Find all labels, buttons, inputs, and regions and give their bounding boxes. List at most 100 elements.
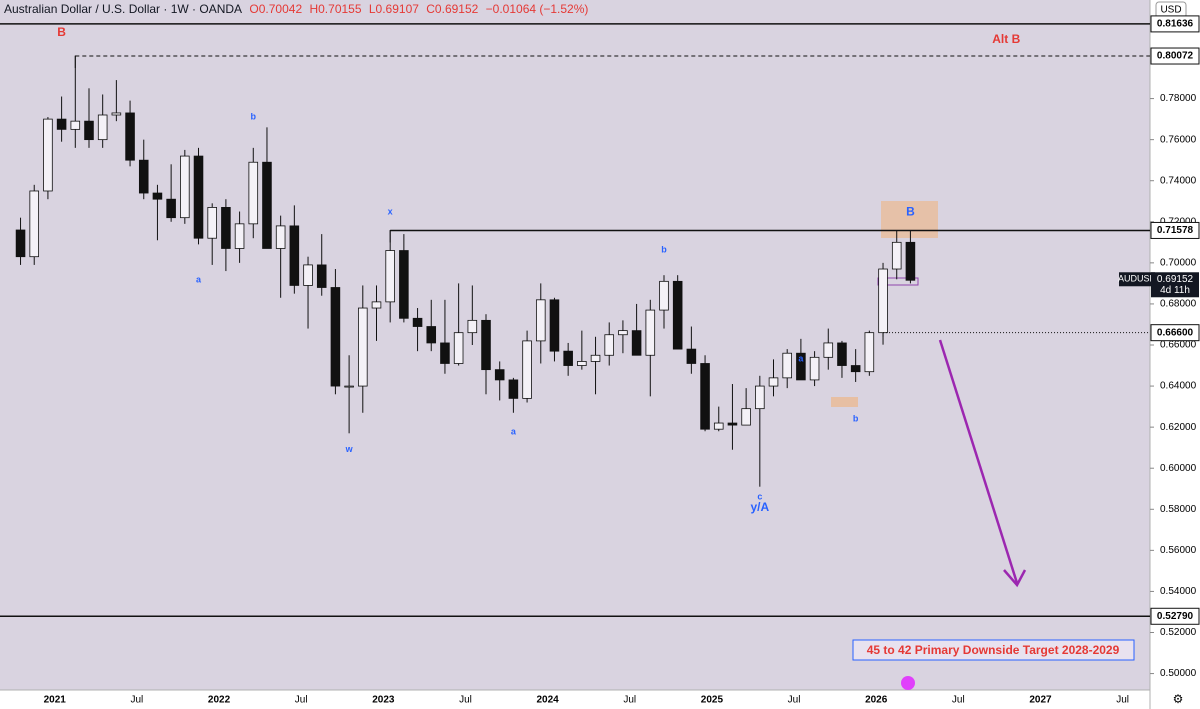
candle-body — [864, 332, 875, 373]
candle-body — [535, 299, 546, 342]
y-tick-label: 0.70000 — [1160, 257, 1197, 268]
candle-body — [193, 155, 204, 239]
candle-body — [399, 250, 409, 319]
plot: B Alt B b a w x a b cy/A a b B — [0, 23, 1150, 618]
candle-body — [741, 408, 751, 426]
candle-body — [837, 342, 847, 366]
candle-body — [713, 422, 724, 430]
candle-body — [207, 207, 217, 239]
last-price-badge — [1119, 272, 1155, 287]
ohlc: H0.70155 — [309, 2, 362, 16]
wave-label: b — [661, 244, 667, 254]
candle-body — [823, 342, 834, 358]
candle-body — [453, 332, 464, 364]
level-badge — [1150, 324, 1200, 342]
last-price-value: 0.69152 — [1157, 274, 1194, 285]
candle-body — [303, 264, 313, 286]
y-tick-label: 0.76000 — [1160, 134, 1197, 145]
x-tick-label: Jul — [131, 695, 144, 706]
candle-body — [891, 241, 902, 270]
candle-body — [494, 369, 505, 381]
highlight-zone — [877, 277, 919, 286]
x-tick-label: Jul — [623, 695, 636, 706]
candle-body — [166, 198, 176, 219]
y-tick-label: 0.72000 — [1160, 216, 1197, 227]
target-note: 45 to 42 Primary Downside Target 2028-20… — [867, 643, 1120, 657]
wave-label: B — [57, 25, 66, 39]
wave-label: Alt B — [992, 32, 1020, 46]
candle-body — [43, 118, 53, 192]
note-box — [852, 639, 1135, 661]
candle-body — [878, 268, 888, 334]
wave-label: a — [798, 353, 804, 363]
y-tick-label: 0.52000 — [1160, 627, 1197, 638]
x-tick-label: 2026 — [865, 695, 888, 706]
wave-label: b — [251, 111, 257, 121]
candle-body — [248, 161, 259, 225]
x-tick-label: Jul — [459, 695, 472, 706]
y-tick-label: 0.60000 — [1160, 463, 1197, 474]
settings-icon[interactable]: ⚙ — [1173, 692, 1184, 706]
candle-body — [508, 379, 519, 399]
x-tick-label: 2024 — [536, 695, 559, 706]
candle-body — [782, 352, 792, 379]
y-tick-label: 0.78000 — [1160, 93, 1197, 104]
candle-body — [70, 120, 81, 130]
candle-body — [138, 159, 149, 194]
wave-label: a — [196, 274, 202, 284]
level-label: 0.80072 — [1157, 51, 1194, 62]
level-label: 0.52790 — [1157, 611, 1194, 622]
candle-body — [29, 190, 40, 258]
y-tick-label: 0.74000 — [1160, 175, 1197, 186]
candle-body — [56, 118, 67, 130]
candle-body — [481, 319, 491, 371]
x-tick-label: 2021 — [44, 695, 67, 706]
y-tick-label: 0.62000 — [1160, 422, 1197, 433]
level-badge — [1150, 607, 1200, 625]
candle-body — [289, 225, 300, 286]
y-tick-label: 0.68000 — [1160, 299, 1197, 310]
candle-body — [686, 348, 697, 364]
candle-body — [97, 114, 108, 141]
last-price-badge — [1151, 272, 1199, 298]
candle-body — [125, 112, 135, 161]
candle-body — [385, 250, 395, 303]
x-tick-label: 2022 — [208, 695, 231, 706]
plot-bg — [0, 0, 1150, 690]
level-label: 0.71578 — [1157, 225, 1194, 236]
wave-label: x — [388, 207, 393, 217]
highlight-zone — [831, 397, 858, 407]
level-badge — [1150, 15, 1200, 33]
countdown: 4d 11h — [1160, 285, 1190, 296]
candle-body — [850, 365, 861, 373]
price-axis-bg — [1150, 0, 1200, 709]
candle-body — [111, 112, 122, 116]
arrow-head — [1003, 569, 1027, 588]
candle-body — [563, 350, 573, 366]
highlight-zone — [881, 201, 938, 238]
candle-body — [522, 340, 532, 399]
arrow — [938, 339, 1019, 584]
wave-label: b — [853, 413, 859, 423]
x-tick-label: Jul — [788, 695, 801, 706]
currency[interactable]: USD — [1160, 5, 1181, 16]
candle-body — [577, 361, 587, 366]
y-tick-label: 0.66000 — [1160, 340, 1197, 351]
candle-body — [631, 330, 642, 356]
x-tick-label: 2023 — [372, 695, 395, 706]
logo — [901, 676, 915, 690]
candle-body — [659, 280, 669, 311]
candle-body — [727, 422, 738, 426]
candle-body — [330, 287, 341, 387]
candle-body — [344, 385, 354, 388]
y-tick-label: 0.64000 — [1160, 381, 1197, 392]
wave-label: B — [906, 204, 915, 218]
level-label: 0.66600 — [1157, 327, 1194, 338]
candle-body — [809, 356, 820, 381]
candle-body — [755, 385, 765, 410]
candle-body — [371, 301, 382, 309]
candle-body — [618, 330, 628, 336]
candle-body — [412, 317, 423, 327]
candle-body — [590, 354, 601, 362]
